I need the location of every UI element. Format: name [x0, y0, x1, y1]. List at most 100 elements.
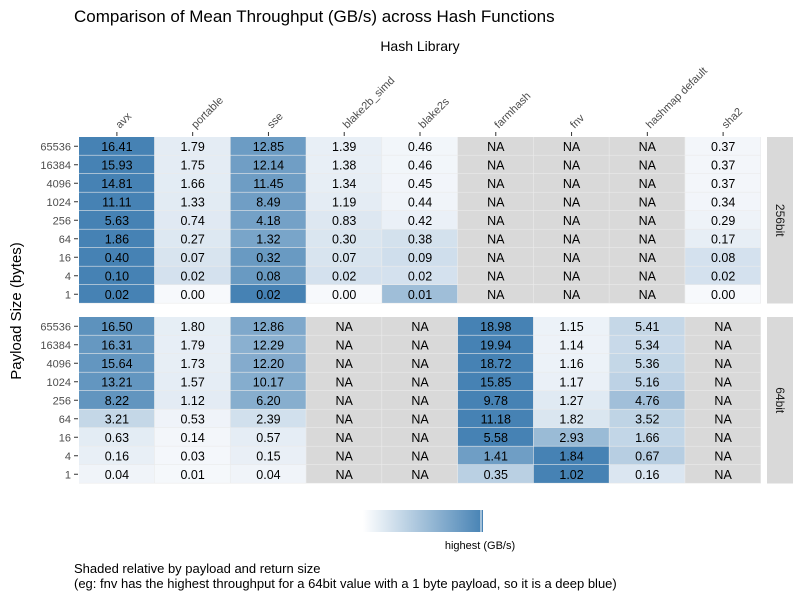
cell-value-label: 0.40 [105, 251, 129, 265]
cell-value-label: NA [563, 269, 581, 283]
heatmap-cell [382, 465, 458, 483]
heatmap-cell [79, 229, 155, 248]
heatmap-cell [154, 266, 230, 285]
heatmap-cell [306, 285, 382, 303]
cell-value-label: NA [639, 195, 657, 209]
cell-value-label: 0.00 [180, 288, 204, 302]
heatmap-cell [382, 409, 458, 428]
heatmap-cell [306, 465, 382, 483]
heatmap-cell [457, 192, 534, 211]
cell-value-label: 0.07 [332, 251, 356, 265]
heatmap-cell [533, 465, 609, 483]
cell-value-label: 1.33 [180, 195, 204, 209]
cell-value-label: 0.03 [180, 449, 204, 463]
cell-value-label: 0.16 [635, 468, 659, 482]
cell-value-label: 15.85 [480, 375, 511, 389]
cell-value-label: NA [563, 177, 581, 191]
cell-value-label: 0.44 [408, 195, 432, 209]
heatmap-cell [306, 229, 382, 248]
cell-value-label: NA [639, 232, 657, 246]
cell-value-label: NA [487, 251, 505, 265]
heatmap-cell [382, 229, 458, 248]
cell-value-label: 0.42 [408, 214, 432, 228]
heatmap-cell [306, 192, 382, 211]
cell-value-label: 12.85 [253, 140, 284, 154]
cell-value-label: NA [563, 288, 581, 302]
heatmap-cell [533, 428, 609, 446]
heatmap-cell [79, 372, 155, 391]
cell-value-label: 0.53 [180, 412, 204, 426]
heatmap-cell [609, 465, 685, 483]
cell-value-label: 1.41 [484, 449, 508, 463]
facet-strip-label: 64bit [773, 387, 787, 414]
heatmap-cell [685, 372, 761, 391]
cell-value-label: 12.86 [253, 320, 284, 334]
cell-value-label: 2.93 [559, 431, 583, 445]
cell-value-label: 0.02 [332, 269, 356, 283]
heatmap-cell [79, 266, 155, 285]
heatmap-cell [306, 335, 382, 354]
heatmap-cell [685, 229, 761, 248]
cell-value-label: NA [411, 468, 429, 482]
cell-value-label: 5.16 [635, 375, 659, 389]
heatmap-cell [79, 354, 155, 372]
heatmap-cell [154, 192, 230, 211]
heatmap-cell [457, 174, 534, 192]
heatmap-cell [457, 155, 534, 174]
heatmap-cell [685, 155, 761, 174]
legend-label: highest (GB/s) [445, 540, 515, 552]
cell-value-label: 1.79 [180, 140, 204, 154]
cell-value-label: NA [714, 449, 732, 463]
cell-value-label: 0.74 [180, 214, 204, 228]
heatmap-cell [79, 335, 155, 354]
cell-value-label: 1.16 [559, 357, 583, 371]
y-tick-label: 16 [59, 252, 71, 264]
cell-value-label: 5.34 [635, 338, 659, 352]
heatmap-cell [685, 428, 761, 446]
cell-value-label: 16.50 [101, 320, 132, 334]
cell-value-label: 8.49 [256, 195, 280, 209]
cell-value-label: 1.17 [559, 375, 583, 389]
y-tick-label: 256 [53, 395, 71, 407]
cell-value-label: 0.63 [105, 431, 129, 445]
heatmap-cell [533, 446, 609, 465]
heatmap-cell [230, 428, 306, 446]
heatmap-cell [230, 229, 306, 248]
cell-value-label: 1.19 [332, 195, 356, 209]
cell-value-label: 15.64 [101, 357, 132, 371]
cell-value-label: 4.18 [256, 214, 280, 228]
heatmap-cell [533, 266, 609, 285]
x-tick-label: sha2 [720, 106, 745, 131]
heatmap-cell [154, 354, 230, 372]
heatmap-cell [230, 354, 306, 372]
cell-value-label: NA [714, 320, 732, 334]
heatmap-cell [533, 335, 609, 354]
y-tick-label: 16384 [40, 160, 71, 172]
cell-value-label: 1.32 [256, 232, 280, 246]
y-tick-label: 4 [65, 451, 71, 463]
heatmap-cell [230, 192, 306, 211]
y-tick-label: 1 [65, 289, 71, 301]
y-tick-label: 256 [53, 215, 71, 227]
heatmap-cell [457, 317, 534, 335]
heatmap-cell [457, 229, 534, 248]
cell-value-label: 2.39 [256, 412, 280, 426]
cell-value-label: NA [411, 449, 429, 463]
heatmap-cell [306, 446, 382, 465]
heatmap-cell [685, 317, 761, 335]
heatmap-cell [533, 248, 609, 266]
cell-value-label: 1.39 [332, 140, 356, 154]
heatmap-cell [609, 335, 685, 354]
heatmap-cell [533, 155, 609, 174]
heatmap-cell [230, 211, 306, 229]
cell-value-label: 1.84 [559, 449, 583, 463]
heatmap-cell [382, 211, 458, 229]
facet-strip [767, 137, 793, 304]
cell-value-label: NA [411, 357, 429, 371]
heatmap-cell [306, 372, 382, 391]
heatmap-cell [685, 354, 761, 372]
heatmap-cell [230, 155, 306, 174]
cell-value-label: NA [411, 394, 429, 408]
heatmap-cell [609, 285, 685, 303]
cell-value-label: NA [411, 338, 429, 352]
